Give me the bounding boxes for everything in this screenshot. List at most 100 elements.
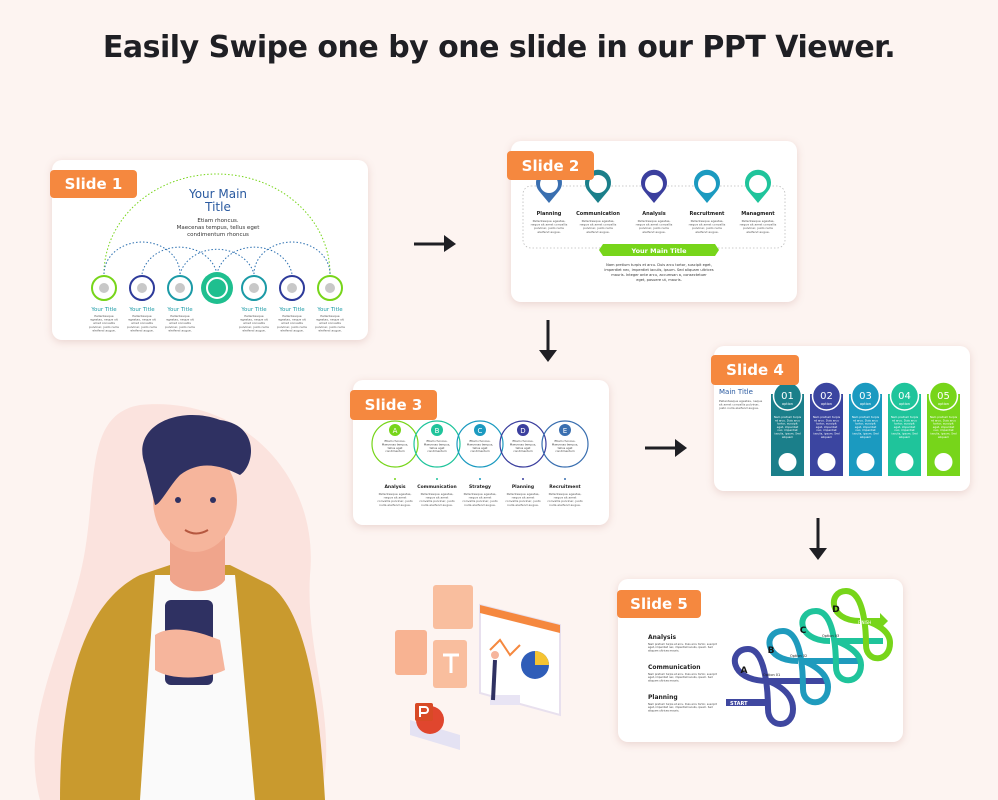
slide-2-label: Slide 2 [507,151,594,180]
step-letter: C [800,626,807,636]
option-circle [928,381,959,411]
step-letter: B [768,646,775,656]
circle-text: Etiam rhoncus. Maecenas tempus, tellus ege… [467,439,493,453]
item-title: Communication [576,211,620,217]
option-label: Option 01 [763,673,780,677]
dot [394,478,396,480]
column-text: Nam pretium turpis et arcu. Duis arcu tort… [813,415,841,439]
pin-center [589,175,607,193]
item-title: Planning [512,484,534,490]
filler-text: Pellentesque egestas, neque sit amet conva… [547,492,583,507]
filler-text: Pellentesque egestas, neque sit amet conva… [505,492,541,507]
option-number: 01 [781,391,794,402]
subtitle-line: condimentum rhoncus [187,232,249,238]
slide-1-card[interactable]: Your Main Title Etiam rhoncus. Maecenas … [52,160,368,340]
slide-1-content: Your Main Title Etiam rhoncus. Maecenas … [89,173,345,332]
dot [564,478,566,480]
filler-text: Pellentesque egestas, neque sit amet conva… [239,314,269,332]
section-body: Nam pretium turpis et arcu. Duis arcu to… [648,672,717,682]
option-label: option [860,402,871,406]
dot [436,478,438,480]
venn-circle [499,420,547,468]
column-text: Nam pretium turpis et arcu. Duis arcu tort… [774,415,802,439]
option-number: 02 [820,391,833,402]
pin-center [749,175,767,193]
letter-badge [517,424,529,436]
main-title-line: Your Main [188,187,247,201]
slide-1-label: Slide 1 [50,170,137,198]
people-icon [137,283,147,293]
filler-text: Pellentesque egestas, neque sit amet conv… [531,219,568,234]
pin-center [645,175,663,193]
option-circle [889,381,920,411]
slide-4-label: Slide 4 [711,355,799,385]
item-title: Your Title [128,307,155,313]
filler-text: Pellentesque egestas, neque sit amet conva… [89,314,119,332]
venn-circle [413,420,461,468]
paragraph-line: mauris. Integer ante arcu, accumsan a, c… [611,273,707,277]
item-title: Recruitment [549,484,581,490]
option-label: option [938,402,949,406]
item-title: Recruitment [690,211,725,217]
search-icon [325,283,335,293]
option-icon [778,453,797,471]
item-title: Analysis [642,211,665,217]
clock-icon [206,277,228,299]
start-label: START [730,701,748,707]
subtitle-line: Maecenas tempus, tellus eget [177,225,261,231]
filler-text: Pellentesque egestas, neque sit amet conva… [462,492,498,507]
letter-badge [559,424,571,436]
letter: A [393,427,398,435]
circle-text: Etiam rhoncus. Maecenas tempus, tellus ege… [424,439,450,453]
slide-4-card[interactable]: Main Title 01 option Nam pretium turpis et … [714,346,970,491]
paragraph-line: imperdiet nec, imperdiet iaculis, ipsum.… [604,268,713,272]
filler-text: Pellentesque egestas, neque sit amet conva… [315,314,345,332]
venn-circle [371,420,419,468]
circle-text: Etiam rhoncus. Maecenas tempus, tellus ege… [510,439,536,453]
clock-icon [201,272,233,304]
step-letter: A [741,666,748,676]
item-title: Your Title [278,307,305,313]
pin-center [698,175,716,193]
presentation-illustration [395,585,561,750]
option-label: Option 03 [822,634,839,638]
letter: B [435,427,440,435]
money-bag-icon [99,283,109,293]
letter: E [563,427,567,435]
option-label: option [782,402,793,406]
item-title: Your Title [166,307,193,313]
option-circle [811,381,842,411]
filler-text: Pellentesque egestas, neque sit amet conva… [419,492,455,507]
section-heading: Analysis [648,634,677,641]
filler-text: Pellentesque egestas, neque sit amet conv… [689,219,726,234]
filler-text: Pellentesque egestas, neque sit amet conv… [580,219,617,234]
filler-text: Pellentesque egestas, neque sit amet conva… [165,314,195,332]
banner-title: Your Main Title [630,247,687,255]
filler-text: Pellentesque egestas, neque sit amet conva… [127,314,157,332]
filler-text: Pellentesque egestas, neque sit amet conv… [718,399,762,410]
option-icon [817,453,836,471]
main-title-line: Title [204,200,231,214]
filler-text: Pellentesque egestas, neque sit amet conv… [636,219,673,234]
letter: C [478,427,483,435]
column-text: Nam pretium turpis et arcu. Duis arcu tort… [891,415,919,439]
slide-3-label: Slide 3 [350,390,437,420]
section-body: Nam pretium turpis et arcu. Duis arcu to… [648,642,717,652]
option-label: option [899,402,910,406]
chart-icon [287,283,297,293]
person-with-phone-illustration [34,404,327,800]
item-title: Analysis [384,484,405,490]
dot [522,478,524,480]
item-title: Your Title [316,307,343,313]
option-number: 04 [898,391,911,402]
item-title: Your Title [240,307,267,313]
dot [479,478,481,480]
letter: D [520,427,525,435]
item-title: Planning [537,211,562,217]
circle-text: Etiam rhoncus. Maecenas tempus, tellus ege… [552,439,578,453]
slide-3-content: A Etiam rhoncus. Maecenas tempus, tellus eg… [371,420,589,507]
option-circle [850,381,881,411]
arrow-right-icon [645,439,687,457]
step-letter: D [832,605,839,615]
